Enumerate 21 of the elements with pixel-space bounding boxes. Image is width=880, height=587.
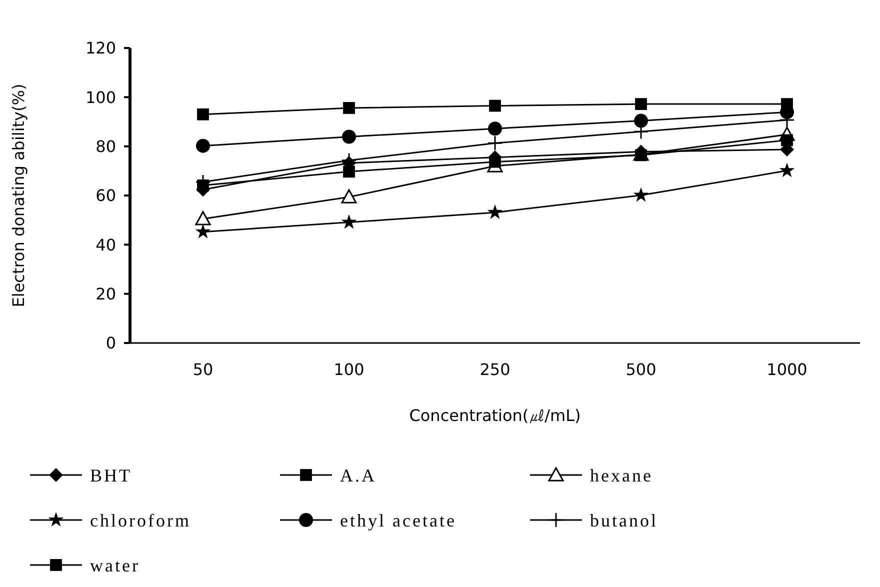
y-tick-label: 100: [85, 88, 116, 107]
x-tick-label: 500: [626, 360, 656, 379]
legend-label: hexane: [590, 465, 653, 486]
x-tick-label: 250: [480, 360, 510, 379]
x-axis-title: Concentration(㎕/mL): [409, 406, 581, 425]
x-tick-label: 100: [334, 360, 364, 379]
y-tick-label: 60: [96, 186, 116, 206]
y-tick-label: 120: [85, 38, 116, 58]
x-tick-label: 50: [192, 360, 214, 379]
legend-label: A.A: [340, 465, 376, 486]
legend-label: butanol: [590, 510, 658, 530]
legend-label: chloroform: [90, 510, 191, 530]
y-tick-label: 20: [96, 284, 116, 304]
y-tick-label: 0: [106, 334, 116, 353]
y-axis-title: Electron donating ability(%): [9, 84, 28, 308]
legend-label: BHT: [90, 465, 132, 486]
legend-label: ethyl acetate: [340, 510, 456, 530]
y-tick-label: 80: [96, 136, 116, 156]
x-tick-label: 1000: [766, 360, 808, 379]
y-tick-label: 40: [96, 235, 116, 254]
legend-label: water: [90, 555, 140, 576]
